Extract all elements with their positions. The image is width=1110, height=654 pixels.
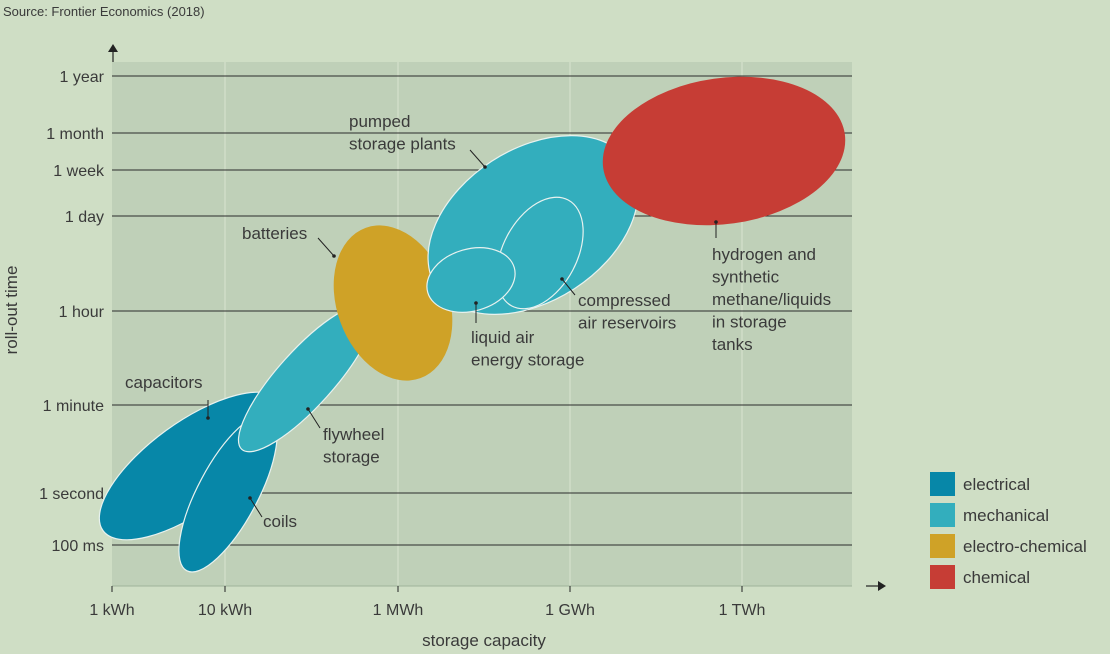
x-tick-label: 1 MWh	[373, 602, 424, 619]
leader-dot	[714, 220, 718, 224]
y-tick-label: 1 hour	[59, 304, 105, 321]
leader-line	[469, 149, 486, 168]
blob-compressed-air-reservoirs	[496, 196, 584, 310]
leader-dot	[483, 165, 487, 169]
legend-swatch-electro-chemical	[930, 534, 955, 558]
tech-label-capacitors: capacitors	[125, 373, 202, 392]
legend-swatch-chemical	[930, 565, 955, 589]
tech-label-line: energy storage	[471, 351, 584, 370]
y-tick-label: 1 day	[65, 209, 104, 226]
tech-label-line: hydrogen and	[712, 245, 816, 264]
tech-label-line: batteries	[242, 224, 307, 243]
legend-swatch-mechanical	[930, 503, 955, 527]
tech-label-line: storage plants	[349, 135, 456, 154]
leader-dot	[332, 254, 336, 258]
x-axis-label: storage capacity	[422, 631, 546, 650]
source-note: Source: Frontier Economics (2018)	[3, 4, 205, 19]
blob-hydrogen-and-synthetic-methane-liquids-in-storage-tanks	[602, 76, 846, 226]
legend-label-mechanical: mechanical	[963, 506, 1049, 525]
legend-label-electro-chemical: electro-chemical	[963, 537, 1087, 556]
x-tick-label: 1 TWh	[719, 602, 766, 619]
y-tick-label: 1 year	[60, 69, 105, 86]
y-tick-label: 1 week	[53, 163, 105, 180]
leader-dot	[206, 416, 210, 420]
x-tick-label: 1 kWh	[89, 602, 134, 619]
y-tick-label: 1 month	[46, 126, 104, 143]
tech-label-line: capacitors	[125, 373, 202, 392]
legend-label-chemical: chemical	[963, 568, 1030, 587]
tech-label-line: storage	[323, 448, 380, 467]
blob-liquid-air-energy-storage	[426, 247, 516, 313]
tech-label-liquid-air-energy-storage: liquid air energy storage	[471, 328, 584, 370]
tech-label-batteries: batteries	[242, 224, 307, 243]
tech-label-line: pumped	[349, 112, 410, 131]
tech-label-line: flywheel	[323, 425, 384, 444]
tech-label-pumped-storage-plants: pumped storage plants	[349, 112, 456, 154]
tech-label-line: methane/liquids	[712, 290, 831, 309]
leader-dot	[560, 277, 564, 281]
x-axis-arrow	[866, 581, 886, 591]
leader-line	[561, 278, 576, 296]
leader-dot	[306, 407, 310, 411]
y-axis-label: roll-out time	[2, 266, 21, 355]
y-tick-label: 1 minute	[43, 398, 104, 415]
tech-label-line: compressed	[578, 291, 671, 310]
tech-label-line: air reservoirs	[578, 314, 676, 333]
legend-label-electrical: electrical	[963, 475, 1030, 494]
blob-batteries	[333, 225, 453, 381]
y-tick-label: 100 ms	[52, 538, 104, 555]
tech-label-line: liquid air	[471, 328, 535, 347]
leader-line	[317, 237, 335, 257]
tech-label-line: coils	[263, 512, 297, 531]
x-tick-label: 1 GWh	[545, 602, 595, 619]
x-tick-label: 10 kWh	[198, 602, 252, 619]
tech-label-line: in storage	[712, 313, 787, 332]
tech-label-line: tanks	[712, 335, 753, 354]
tech-label-compressed-air-reservoirs: compressed air reservoirs	[578, 291, 676, 333]
y-axis-arrow	[108, 44, 118, 62]
tech-label-line: synthetic	[712, 268, 780, 287]
leader-line	[249, 497, 263, 518]
leader-dot	[248, 496, 252, 500]
tech-label-flywheel-storage: flywheel storage	[323, 425, 384, 467]
leader-dot	[474, 301, 478, 305]
legend-swatch-electrical	[930, 472, 955, 496]
tech-label-coils: coils	[263, 512, 297, 531]
y-tick-label: 1 second	[39, 486, 104, 503]
tech-label-hydrogen-and-synthetic-methane-liquids-in-storage-tanks: hydrogen and synthetic methane/liquids in s…	[712, 245, 831, 354]
leader-line	[307, 408, 321, 429]
